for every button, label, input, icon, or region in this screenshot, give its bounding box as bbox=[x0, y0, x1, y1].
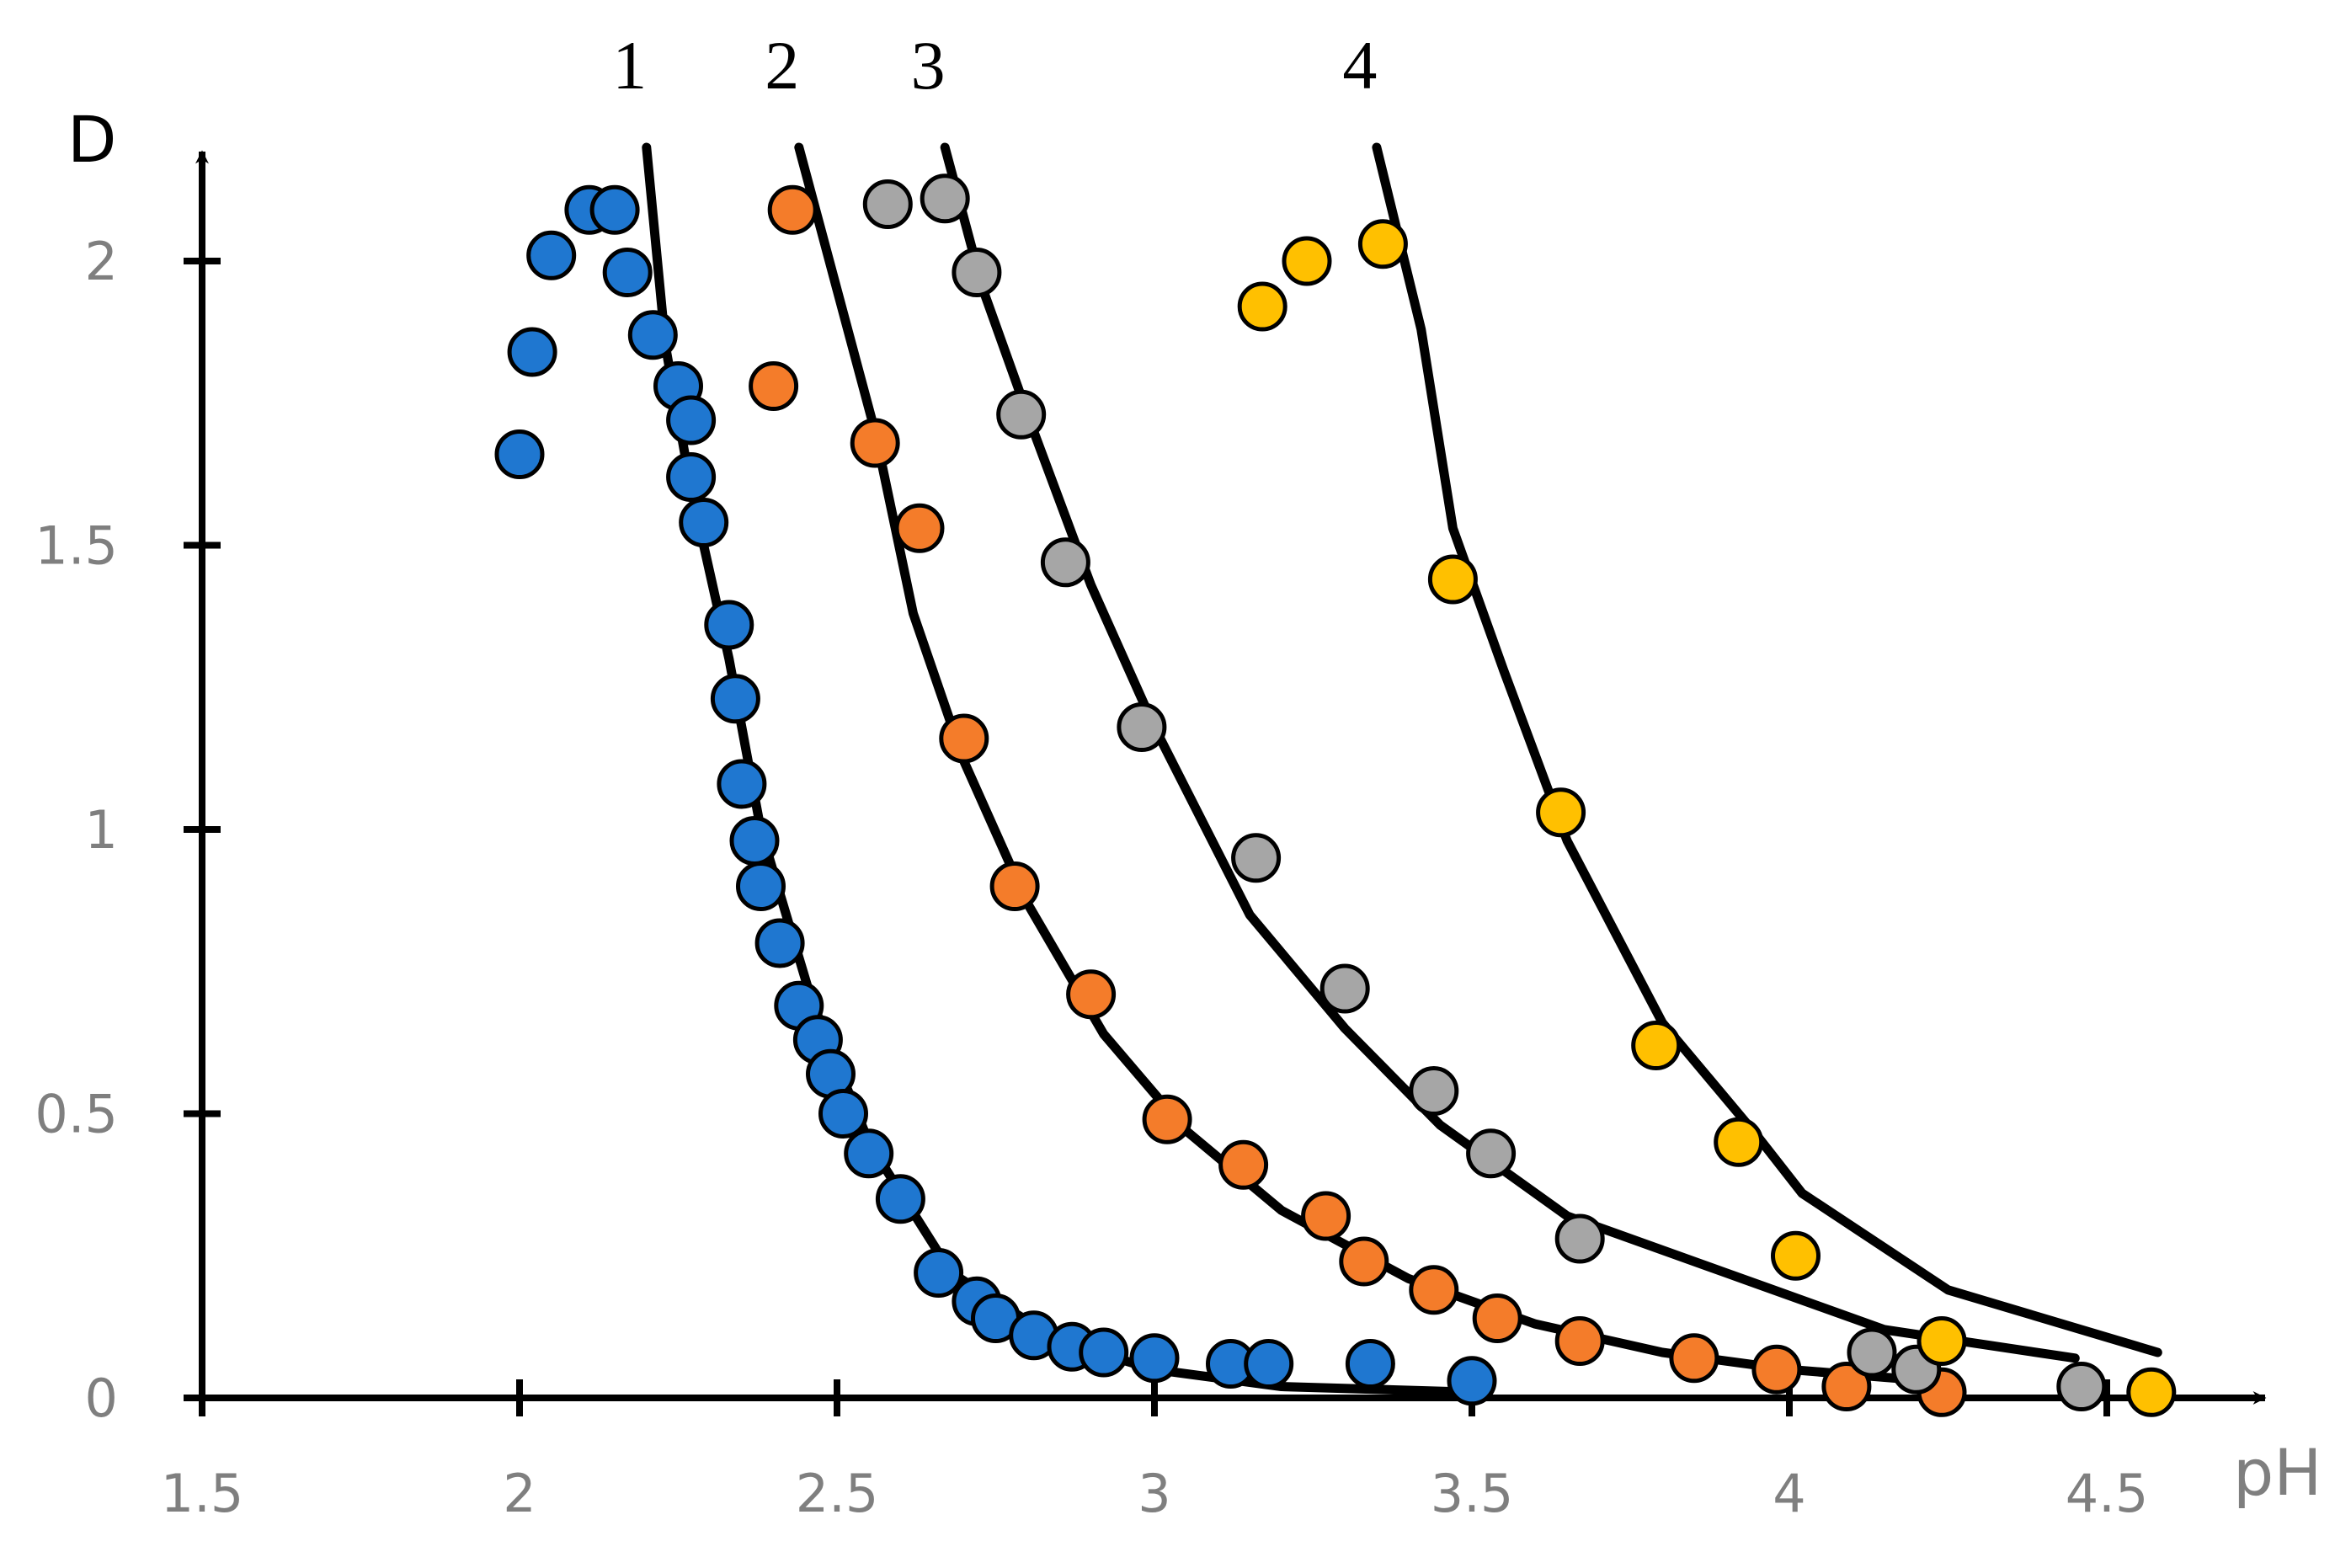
labels: 1.5 2 2.5 3 3.5 4 4.5 0 0.5 1 1.5 2 DpH 1 2 3 4 bbox=[35, 27, 2322, 1524]
data-point-series-3 bbox=[862, 179, 913, 229]
data-point-series-1 bbox=[1244, 1339, 1294, 1389]
data-point-series-2 bbox=[1142, 1094, 1192, 1144]
curve-label-3: 3 bbox=[911, 27, 946, 104]
y-axis-title: D bbox=[67, 102, 117, 177]
data-point-series-1 bbox=[729, 816, 780, 866]
fit-curve-2 bbox=[794, 142, 1934, 1386]
data-point-series-1 bbox=[818, 1089, 868, 1139]
data-point-series-3 bbox=[1554, 1213, 1605, 1264]
data-point-series-3 bbox=[996, 389, 1047, 440]
data-point-series-1 bbox=[666, 395, 717, 445]
data-point-series-1 bbox=[602, 248, 653, 297]
x-tick-label: 2 bbox=[503, 1463, 536, 1524]
x-tick-label: 4 bbox=[1773, 1463, 1805, 1524]
data-point-series-4 bbox=[1357, 219, 1408, 269]
data-point-series-2 bbox=[1751, 1344, 1802, 1395]
x-tick-label: 3 bbox=[1138, 1463, 1170, 1524]
data-point-series-1 bbox=[589, 184, 640, 235]
data-point-series-4 bbox=[1631, 1021, 1682, 1070]
data-point-series-2 bbox=[1472, 1293, 1522, 1343]
data-point-series-3 bbox=[1409, 1066, 1459, 1116]
curve-label-2: 2 bbox=[765, 27, 799, 104]
data-point-series-1 bbox=[507, 327, 557, 377]
data-point-series-2 bbox=[1409, 1265, 1459, 1315]
x-tick-label: 3.5 bbox=[1431, 1463, 1514, 1524]
data-point-series-2 bbox=[1821, 1362, 1872, 1411]
data-point-series-1 bbox=[526, 230, 577, 280]
data-point-series-3 bbox=[2056, 1362, 2107, 1411]
x-axis-title: pH bbox=[2233, 1435, 2322, 1510]
data-point-series-1 bbox=[736, 861, 786, 911]
y-tick-label: 0 bbox=[85, 1368, 118, 1429]
data-point-series-1 bbox=[1345, 1339, 1395, 1389]
data-point-series-4 bbox=[1714, 1117, 1764, 1167]
data-point-series-1 bbox=[710, 674, 760, 724]
fit-curve-4 bbox=[1372, 142, 2162, 1357]
data-point-series-1 bbox=[666, 452, 717, 502]
y-tick-label: 1 bbox=[85, 799, 118, 861]
fit-curve-3 bbox=[940, 142, 2080, 1363]
data-point-series-2 bbox=[1218, 1139, 1269, 1190]
y-tick-label: 2 bbox=[85, 231, 118, 292]
data-point-series-3 bbox=[952, 248, 1002, 297]
data-point-series-2 bbox=[894, 503, 945, 553]
data-point-series-2 bbox=[850, 418, 900, 468]
data-point-series-2 bbox=[939, 713, 989, 764]
data-point-series-2 bbox=[1301, 1191, 1351, 1241]
x-tick-label: 2.5 bbox=[796, 1463, 879, 1524]
x-tick-label: 1.5 bbox=[161, 1463, 244, 1524]
data-point-series-2 bbox=[1554, 1316, 1605, 1366]
data-point-series-1 bbox=[844, 1128, 894, 1179]
data-point-series-2 bbox=[767, 184, 818, 235]
y-tick-label: 1.5 bbox=[35, 515, 118, 577]
data-point-series-1 bbox=[717, 759, 767, 809]
data-point-series-1 bbox=[679, 498, 729, 547]
curve-label-1: 1 bbox=[612, 27, 647, 104]
y-tick-label: 0.5 bbox=[35, 1084, 118, 1145]
axes bbox=[184, 150, 2267, 1416]
data-point-series-1 bbox=[704, 600, 754, 650]
data-points bbox=[494, 173, 2177, 1417]
x-tick-label: 4.5 bbox=[2066, 1463, 2149, 1524]
data-point-series-1 bbox=[754, 918, 805, 968]
data-point-series-1 bbox=[1079, 1327, 1129, 1378]
data-point-series-1 bbox=[494, 429, 545, 479]
data-point-series-4 bbox=[1536, 787, 1586, 838]
data-point-series-3 bbox=[920, 173, 970, 224]
data-point-series-1 bbox=[1447, 1356, 1497, 1406]
fit-curves bbox=[642, 142, 2162, 1397]
data-point-series-1 bbox=[914, 1248, 964, 1298]
data-point-series-4 bbox=[1282, 236, 1332, 286]
data-point-series-3 bbox=[1847, 1327, 1897, 1378]
data-point-series-3 bbox=[1040, 537, 1090, 588]
data-point-series-2 bbox=[1066, 969, 1117, 1020]
data-point-series-2 bbox=[1339, 1236, 1389, 1287]
data-point-series-4 bbox=[2126, 1367, 2177, 1417]
data-point-series-3 bbox=[1319, 963, 1370, 1014]
data-point-series-3 bbox=[1466, 1128, 1517, 1179]
data-point-series-2 bbox=[749, 361, 799, 411]
data-point-series-3 bbox=[1117, 702, 1167, 752]
data-point-series-3 bbox=[1231, 833, 1282, 883]
data-point-series-1 bbox=[875, 1174, 925, 1224]
data-point-series-1 bbox=[627, 310, 678, 360]
data-point-series-2 bbox=[989, 861, 1040, 911]
curve-label-4: 4 bbox=[1342, 27, 1377, 104]
data-point-series-4 bbox=[1237, 281, 1287, 332]
data-point-series-4 bbox=[1917, 1316, 1967, 1366]
data-point-series-2 bbox=[1669, 1333, 1719, 1384]
data-point-series-4 bbox=[1771, 1230, 1821, 1281]
data-point-series-4 bbox=[1427, 554, 1478, 605]
data-point-series-1 bbox=[1129, 1333, 1180, 1384]
